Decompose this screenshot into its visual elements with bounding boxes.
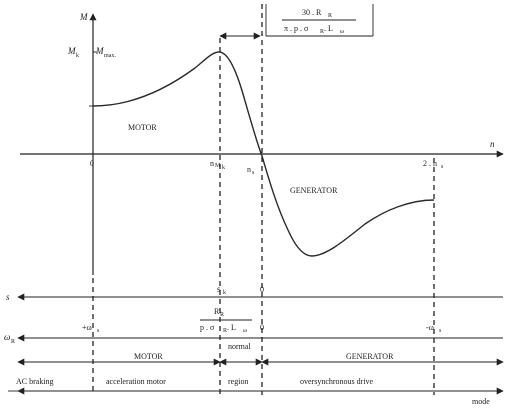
oversynchronous-drive-label: oversynchronous drive bbox=[300, 377, 374, 386]
acceleration-motor-label: acceleration motor bbox=[106, 377, 166, 386]
svg-text:M: M bbox=[95, 46, 104, 56]
ac-braking-label: AC braking bbox=[16, 377, 54, 386]
svg-text:ω: ω bbox=[243, 328, 247, 334]
slip-axis-label: s bbox=[6, 292, 10, 302]
svg-text:ω: ω bbox=[340, 29, 344, 35]
svg-text:2 . n: 2 . n bbox=[423, 159, 437, 168]
torque-axis-label: M bbox=[79, 12, 88, 22]
nmk-label: n M k bbox=[210, 159, 225, 171]
svg-text:R: R bbox=[223, 328, 227, 334]
svg-text:max.: max. bbox=[104, 53, 116, 59]
slip-width-formula: 30 . R R π . p . σ R . L ω bbox=[265, 4, 374, 37]
ns-label: n s bbox=[247, 165, 255, 176]
svg-text:. L: . L bbox=[227, 323, 236, 332]
svg-text:-ω: -ω bbox=[426, 323, 434, 332]
svg-text:p . σ: p . σ bbox=[200, 323, 215, 332]
svg-text:s: s bbox=[441, 164, 444, 170]
svg-text:M: M bbox=[67, 46, 76, 56]
mk-label: M k bbox=[67, 46, 79, 59]
svg-text:k: k bbox=[222, 165, 225, 171]
motor-curve-label: MOTOR bbox=[128, 123, 157, 132]
generator-region-label: GENERATOR bbox=[346, 352, 394, 361]
svg-text:s: s bbox=[217, 284, 221, 294]
omega-k-formula: R R p . σ R . L ω bbox=[200, 307, 252, 334]
torque-curve bbox=[92, 51, 435, 257]
svg-text:R: R bbox=[328, 13, 332, 19]
svg-text:n: n bbox=[210, 159, 214, 168]
svg-text:k: k bbox=[223, 290, 226, 296]
mode-axis-label: mode bbox=[472, 397, 490, 406]
svg-text:s: s bbox=[97, 328, 100, 334]
normal-region-label-2: region bbox=[228, 377, 248, 386]
speed-axis-label: n bbox=[490, 139, 495, 149]
svg-text:s: s bbox=[252, 170, 255, 176]
motor-region-label: MOTOR bbox=[134, 352, 163, 361]
minus-omega-s-label: -ω s bbox=[426, 323, 442, 334]
svg-text:π . p . σ: π . p . σ bbox=[284, 24, 309, 33]
svg-text:R: R bbox=[214, 307, 220, 316]
svg-text:R: R bbox=[11, 339, 15, 345]
generator-curve-label: GENERATOR bbox=[290, 186, 338, 195]
slip-zero-label: 0 bbox=[260, 285, 264, 294]
origin-label: 0 bbox=[90, 159, 94, 168]
mmax-label: M max. bbox=[95, 46, 116, 59]
omega-axis-label: ω R bbox=[4, 332, 15, 345]
omega-zero-label: 0 bbox=[260, 323, 264, 332]
sk-label: s k bbox=[217, 284, 226, 296]
normal-region-label-1: normal bbox=[228, 342, 251, 351]
svg-text:+ω: +ω bbox=[82, 323, 92, 332]
svg-text:M: M bbox=[215, 163, 221, 169]
svg-text:s: s bbox=[439, 328, 442, 334]
svg-text:30 . R: 30 . R bbox=[302, 8, 322, 17]
svg-text:ω: ω bbox=[4, 332, 10, 342]
svg-text:. L: . L bbox=[324, 24, 333, 33]
plus-omega-s-label: +ω s bbox=[82, 323, 100, 334]
two-ns-label: 2 . n s bbox=[423, 159, 444, 170]
svg-text:R: R bbox=[320, 29, 324, 35]
svg-text:k: k bbox=[76, 53, 79, 59]
svg-text:n: n bbox=[247, 165, 251, 174]
svg-text:R: R bbox=[220, 312, 224, 318]
